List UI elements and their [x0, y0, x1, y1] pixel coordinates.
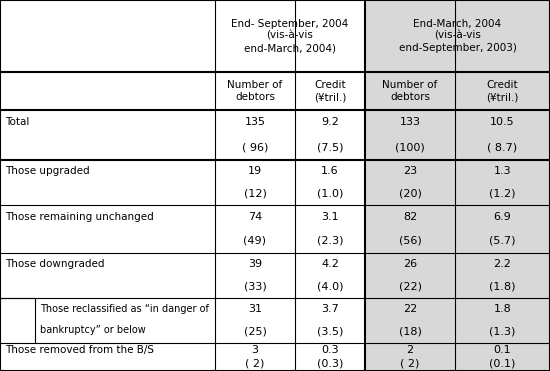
Bar: [0, 72, 365, 110]
Text: (1.0): (1.0): [317, 188, 343, 198]
Text: (0.1): (0.1): [490, 359, 516, 369]
Text: ( 96): ( 96): [242, 142, 268, 152]
Bar: [365, 253, 550, 298]
Text: (100): (100): [395, 142, 425, 152]
Text: 74: 74: [248, 211, 262, 221]
Text: Credit
(¥tril.): Credit (¥tril.): [314, 80, 346, 102]
Text: bankruptcy” or below: bankruptcy” or below: [40, 325, 146, 335]
Text: (4.0): (4.0): [317, 281, 343, 291]
Text: 1.8: 1.8: [494, 304, 512, 314]
Bar: [0, 0, 365, 72]
Text: 39: 39: [248, 259, 262, 269]
Bar: [0, 298, 365, 343]
Text: (3.5): (3.5): [317, 326, 343, 336]
Bar: [0, 253, 365, 298]
Text: Total: Total: [5, 117, 29, 127]
Text: End-March, 2004
(vis-à-vis
end-September, 2003): End-March, 2004 (vis-à-vis end-September…: [399, 19, 516, 53]
Text: ( 2): ( 2): [400, 359, 420, 369]
Text: 2.2: 2.2: [493, 259, 512, 269]
Text: (49): (49): [244, 236, 267, 246]
Text: (1.8): (1.8): [490, 281, 516, 291]
Text: Those remaining unchanged: Those remaining unchanged: [5, 211, 154, 221]
Text: 3: 3: [251, 345, 258, 355]
Bar: [0, 205, 365, 253]
Text: 26: 26: [403, 259, 417, 269]
Bar: [365, 0, 550, 72]
Text: Those upgraded: Those upgraded: [5, 166, 90, 176]
Text: Those reclassified as “in danger of: Those reclassified as “in danger of: [40, 304, 209, 314]
Text: (1.2): (1.2): [490, 188, 516, 198]
Text: 135: 135: [245, 117, 266, 127]
Text: (1.3): (1.3): [490, 326, 516, 336]
Text: 1.6: 1.6: [321, 166, 339, 176]
Text: (7.5): (7.5): [317, 142, 343, 152]
Text: (12): (12): [244, 188, 266, 198]
Text: (5.7): (5.7): [490, 236, 516, 246]
Text: ( 8.7): ( 8.7): [487, 142, 518, 152]
Text: (2.3): (2.3): [317, 236, 343, 246]
Bar: [365, 160, 550, 205]
Text: 31: 31: [248, 304, 262, 314]
Bar: [0, 110, 365, 160]
Text: 133: 133: [399, 117, 421, 127]
Text: (18): (18): [399, 326, 421, 336]
Text: 1.3: 1.3: [494, 166, 512, 176]
Text: Those downgraded: Those downgraded: [5, 259, 104, 269]
Bar: [365, 110, 550, 160]
Bar: [365, 72, 550, 110]
Text: 3.1: 3.1: [321, 211, 339, 221]
Text: 10.5: 10.5: [490, 117, 515, 127]
Bar: [365, 343, 550, 371]
Text: 2: 2: [406, 345, 414, 355]
Bar: [0, 160, 365, 205]
Bar: [0, 343, 365, 371]
Text: 22: 22: [403, 304, 417, 314]
Text: 82: 82: [403, 211, 417, 221]
Bar: [365, 298, 550, 343]
Text: 0.1: 0.1: [494, 345, 512, 355]
Text: Number of
debtors: Number of debtors: [227, 80, 283, 102]
Text: Those removed from the B/S: Those removed from the B/S: [5, 345, 154, 355]
Text: (20): (20): [399, 188, 421, 198]
Text: 19: 19: [248, 166, 262, 176]
Text: (0.3): (0.3): [317, 359, 343, 369]
Text: Number of
debtors: Number of debtors: [382, 80, 438, 102]
Text: 23: 23: [403, 166, 417, 176]
Text: End- September, 2004
(vis-à-vis
end-March, 2004): End- September, 2004 (vis-à-vis end-Marc…: [232, 19, 349, 53]
Text: (22): (22): [399, 281, 421, 291]
Text: Credit
(¥tril.): Credit (¥tril.): [486, 80, 519, 102]
Text: 0.3: 0.3: [321, 345, 339, 355]
Text: 4.2: 4.2: [321, 259, 339, 269]
Text: 9.2: 9.2: [321, 117, 339, 127]
Text: (56): (56): [399, 236, 421, 246]
Text: (25): (25): [244, 326, 266, 336]
Text: 6.9: 6.9: [494, 211, 512, 221]
Bar: [365, 205, 550, 253]
Text: ( 2): ( 2): [245, 359, 265, 369]
Text: 3.7: 3.7: [321, 304, 339, 314]
Text: (33): (33): [244, 281, 266, 291]
